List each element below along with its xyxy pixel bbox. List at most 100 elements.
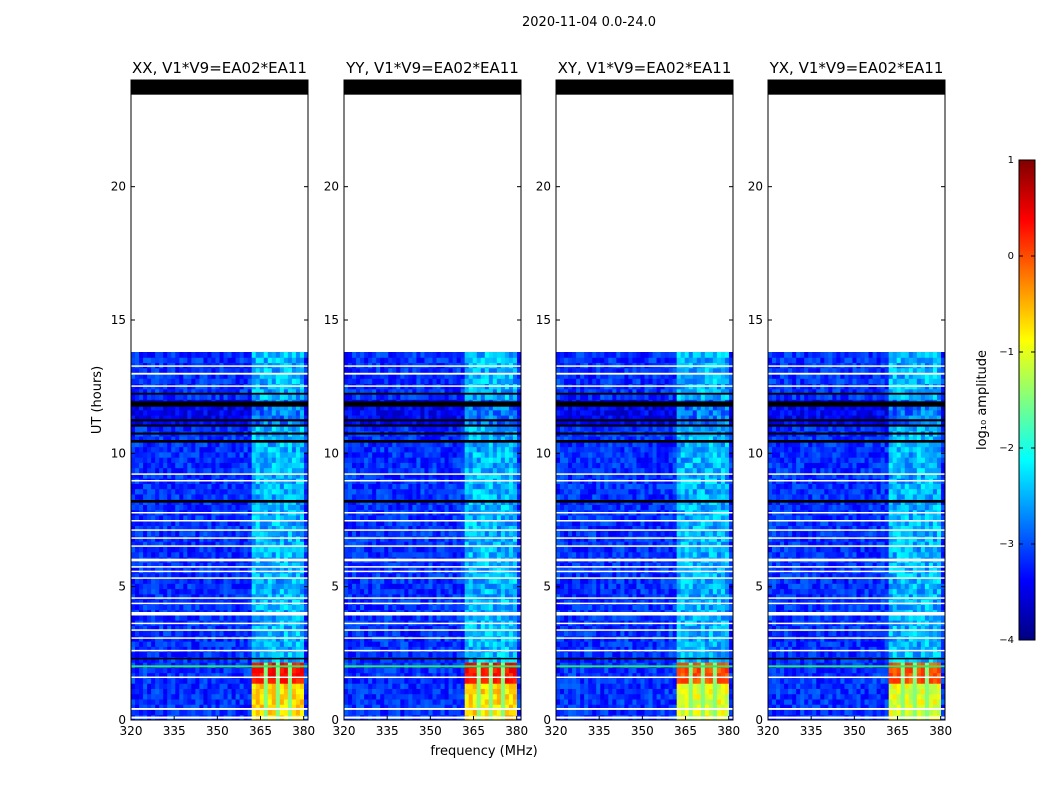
gap-band	[344, 708, 521, 710]
colorbar: log₁₀ amplitude −4 −3 −2 −1 0 1	[975, 155, 1036, 646]
gap-band	[131, 570, 308, 573]
flag-band	[556, 419, 733, 422]
colorbar-tick-label: −1	[999, 347, 1014, 358]
panel-title: XY, V1*V9=EA02*EA11	[558, 59, 732, 77]
gap-band	[556, 512, 733, 514]
flag-band	[556, 432, 733, 435]
gap-band	[131, 365, 308, 367]
flag-band	[556, 401, 733, 407]
flag-band	[768, 401, 945, 407]
y-tick-label: 5	[118, 580, 126, 594]
flag-band	[768, 440, 945, 443]
flag-band	[131, 657, 308, 660]
y-axis-label: UT (hours)	[90, 366, 105, 434]
gap-band	[344, 637, 521, 639]
gap-band	[768, 622, 945, 625]
x-tick-label: 350	[843, 724, 866, 738]
gap-band	[556, 365, 733, 367]
gap-band	[131, 520, 308, 522]
gap-band	[556, 597, 733, 599]
gap-band	[344, 558, 521, 562]
gap-band	[768, 612, 945, 616]
flagged-top-band	[768, 80, 945, 95]
gap-band	[556, 577, 733, 579]
panel-title: YX, V1*V9=EA02*EA11	[769, 59, 944, 77]
y-tick-label: 10	[111, 446, 126, 460]
transition-line	[556, 665, 733, 668]
gap-band	[131, 649, 308, 652]
gap-band	[768, 597, 945, 599]
gap-band	[768, 629, 945, 631]
panel-3: XY, V1*V9=EA02*EA11 320 335 350 365 380 0 5 10 15…	[536, 59, 740, 738]
gap-band	[131, 597, 308, 599]
flag-band	[344, 424, 521, 427]
gap-band	[768, 520, 945, 522]
gap-band	[556, 480, 733, 482]
flagged-top-band	[556, 80, 733, 95]
gap-band	[768, 385, 945, 387]
gap-band	[556, 570, 733, 573]
gap-band	[131, 637, 308, 639]
gap-band	[131, 480, 308, 482]
y-tick-label: 10	[324, 446, 339, 460]
gap-band	[131, 529, 308, 531]
flag-band	[344, 440, 521, 443]
gap-band	[131, 385, 308, 387]
gap-band	[768, 708, 945, 710]
y-tick-label: 20	[748, 180, 763, 194]
gap-band	[131, 577, 308, 579]
flag-band	[556, 424, 733, 427]
flag-band	[768, 392, 945, 395]
flag-band	[131, 392, 308, 395]
gap-band	[131, 612, 308, 616]
y-tick-label: 20	[324, 180, 339, 194]
gap-band	[344, 365, 521, 367]
gap-band	[556, 473, 733, 475]
gap-band	[344, 372, 521, 375]
x-tick-label: 335	[588, 724, 611, 738]
flag-band	[556, 500, 733, 503]
gap-band	[344, 649, 521, 652]
x-tick-label: 320	[545, 724, 568, 738]
flag-band	[768, 500, 945, 503]
panel-2: YY, V1*V9=EA02*EA11 320 335 350 365 380 0 5 10 15…	[324, 59, 528, 738]
panel-4: YX, V1*V9=EA02*EA11 320 335 350 365 380 0 5 10 15…	[748, 59, 952, 738]
gap-band	[556, 708, 733, 710]
figure-title: 2020-11-04 0.0-24.0	[522, 15, 656, 30]
x-tick-label: 365	[886, 724, 909, 738]
panel-1: XX, V1*V9=EA02*EA11 320 335 350 365 380 0 5 10 15…	[111, 59, 315, 738]
heatmap-cells	[131, 352, 309, 721]
x-tick-label: 320	[333, 724, 356, 738]
gap-band	[556, 622, 733, 625]
gap-band	[768, 566, 945, 568]
gap-band	[131, 473, 308, 475]
panel-frame	[767, 79, 946, 721]
y-tick-label: 5	[755, 580, 763, 594]
colorbar-tick-label: 1	[1008, 155, 1014, 166]
gap-band	[131, 512, 308, 514]
gap-band	[131, 629, 308, 631]
gap-band	[556, 676, 733, 679]
gap-band	[768, 537, 945, 539]
flag-band	[131, 424, 308, 427]
gap-band	[344, 512, 521, 514]
panel-title: XX, V1*V9=EA02*EA11	[132, 59, 307, 77]
panel-frame	[343, 79, 522, 721]
x-tick-label: 365	[249, 724, 272, 738]
flag-band	[556, 440, 733, 443]
flagged-top-band	[131, 80, 308, 95]
gap-band	[344, 480, 521, 482]
y-tick-label: 15	[536, 313, 551, 327]
x-tick-label: 380	[292, 724, 315, 738]
gap-band	[131, 708, 308, 710]
gap-band	[556, 545, 733, 547]
y-tick-label: 0	[118, 713, 126, 727]
gap-band	[556, 649, 733, 652]
gap-band	[131, 676, 308, 679]
gap-band	[768, 372, 945, 375]
y-tick-label: 0	[755, 713, 763, 727]
gap-band	[768, 480, 945, 482]
gap-band	[556, 602, 733, 605]
y-tick-label: 10	[536, 446, 551, 460]
gap-band	[768, 512, 945, 514]
